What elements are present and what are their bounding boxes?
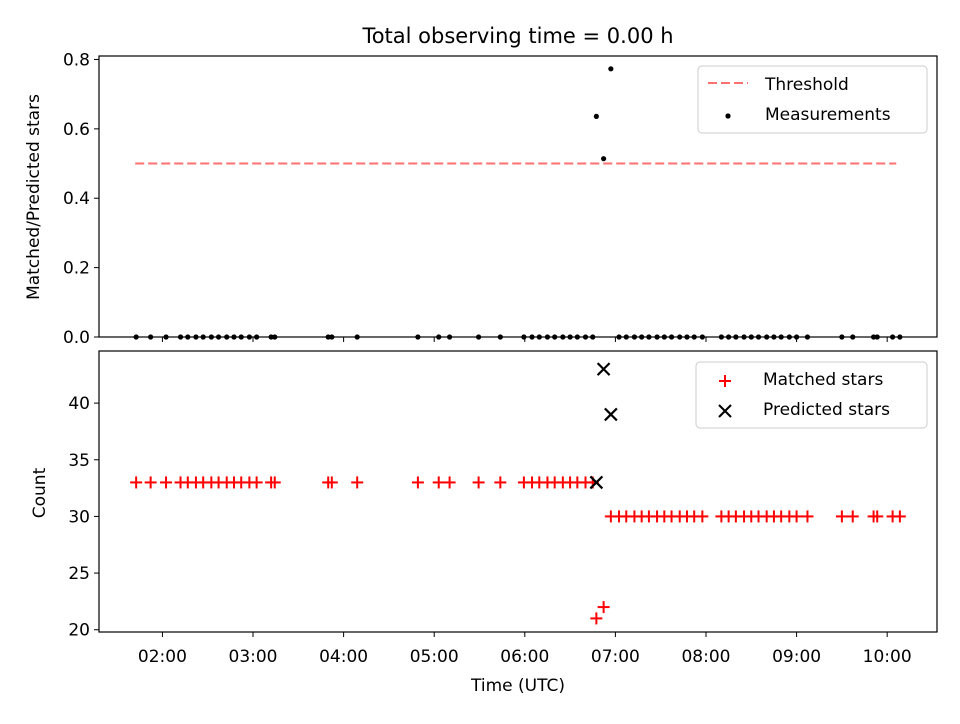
top-y-axis-label: Matched/Predicted stars — [24, 94, 44, 300]
matched-star-point — [411, 476, 424, 489]
x-tick-label: 03:00 — [229, 647, 278, 667]
x-tick-label: 07:00 — [591, 647, 640, 667]
matched-star-point — [835, 510, 848, 523]
bottom-y-tick-label: 25 — [68, 564, 90, 584]
matched-star-point — [443, 476, 456, 489]
bottom-y-tick-label: 20 — [68, 621, 90, 641]
measurement-point — [601, 156, 607, 162]
matched-star-point — [590, 612, 603, 625]
x-tick-label: 10:00 — [863, 647, 912, 667]
x-tick-label: 05:00 — [410, 647, 459, 667]
matched-star-point — [144, 476, 157, 489]
top-y-tick-label: 0.0 — [63, 328, 90, 348]
x-tick-label: 04:00 — [319, 647, 368, 667]
matched-legend-label: Matched stars — [763, 370, 883, 390]
x-tick-label: 06:00 — [500, 647, 549, 667]
bottom-y-tick-label: 30 — [68, 507, 90, 527]
x-tick-label: 09:00 — [772, 647, 821, 667]
matched-star-point — [160, 476, 173, 489]
matched-star-point — [801, 510, 814, 523]
ratio-plot-area: 0.0 0.2 0.4 0.6 0.8 — [63, 50, 903, 348]
top-y-tick-label: 0.2 — [63, 259, 90, 279]
top-y-tick-label: 0.4 — [63, 189, 90, 209]
ratio-legend-box — [697, 65, 928, 134]
count-panel: Count Time (UTC) 20 25 30 35 40 02:00 03:00 04:… — [30, 350, 938, 696]
count-legend-box — [695, 361, 928, 429]
x-tick-label: 02:00 — [138, 647, 187, 667]
matched-star-point — [472, 476, 485, 489]
matched-legend-marker — [719, 375, 731, 387]
ratio-axes-frame — [98, 55, 938, 338]
matched-star-point — [871, 510, 884, 523]
count-plot-area: 20 25 30 35 40 02:00 03:00 04:00 05:00 06:00 07:00… — [68, 362, 912, 667]
matched-star-point — [432, 476, 445, 489]
predicted-star-point — [596, 362, 611, 376]
ratio-panel: Total observing time = 0.00 h Matched/Pr… — [24, 24, 938, 348]
count-axes-frame — [98, 350, 938, 633]
measurements-legend-marker — [725, 113, 731, 119]
matched-star-point — [494, 476, 507, 489]
x-tick-label: 08:00 — [681, 647, 730, 667]
top-y-tick-label: 0.8 — [63, 50, 90, 70]
matched-star-point — [351, 476, 364, 489]
predicted-star-point — [589, 475, 604, 490]
predicted-star-point — [604, 407, 618, 422]
predicted-legend-label: Predicted stars — [763, 400, 890, 420]
bottom-y-tick-label: 40 — [68, 394, 90, 414]
ratio-legend: Threshold Measurements — [697, 65, 928, 134]
bottom-y-tick-label: 35 — [68, 451, 90, 471]
measurement-point — [608, 66, 614, 72]
x-axis-label: Time (UTC) — [470, 676, 565, 696]
matched-star-point — [893, 510, 906, 523]
matched-star-point — [250, 476, 263, 489]
bottom-y-axis-label: Count — [30, 467, 50, 518]
matched-star-point — [597, 601, 610, 614]
chart-title: Total observing time = 0.00 h — [361, 24, 673, 48]
matched-star-point — [790, 510, 803, 523]
count-legend: Matched stars Predicted stars — [695, 361, 928, 429]
predicted-legend-marker — [718, 404, 732, 418]
matched-star-point — [268, 476, 281, 489]
matched-star-point — [846, 510, 859, 523]
measurement-point — [593, 113, 599, 119]
matched-star-point — [130, 476, 143, 489]
matched-star-point — [325, 476, 338, 489]
measurements-legend-label: Measurements — [765, 105, 891, 125]
matched-star-point — [696, 510, 709, 523]
threshold-legend-label: Threshold — [764, 75, 849, 95]
top-y-tick-label: 0.6 — [63, 120, 90, 140]
